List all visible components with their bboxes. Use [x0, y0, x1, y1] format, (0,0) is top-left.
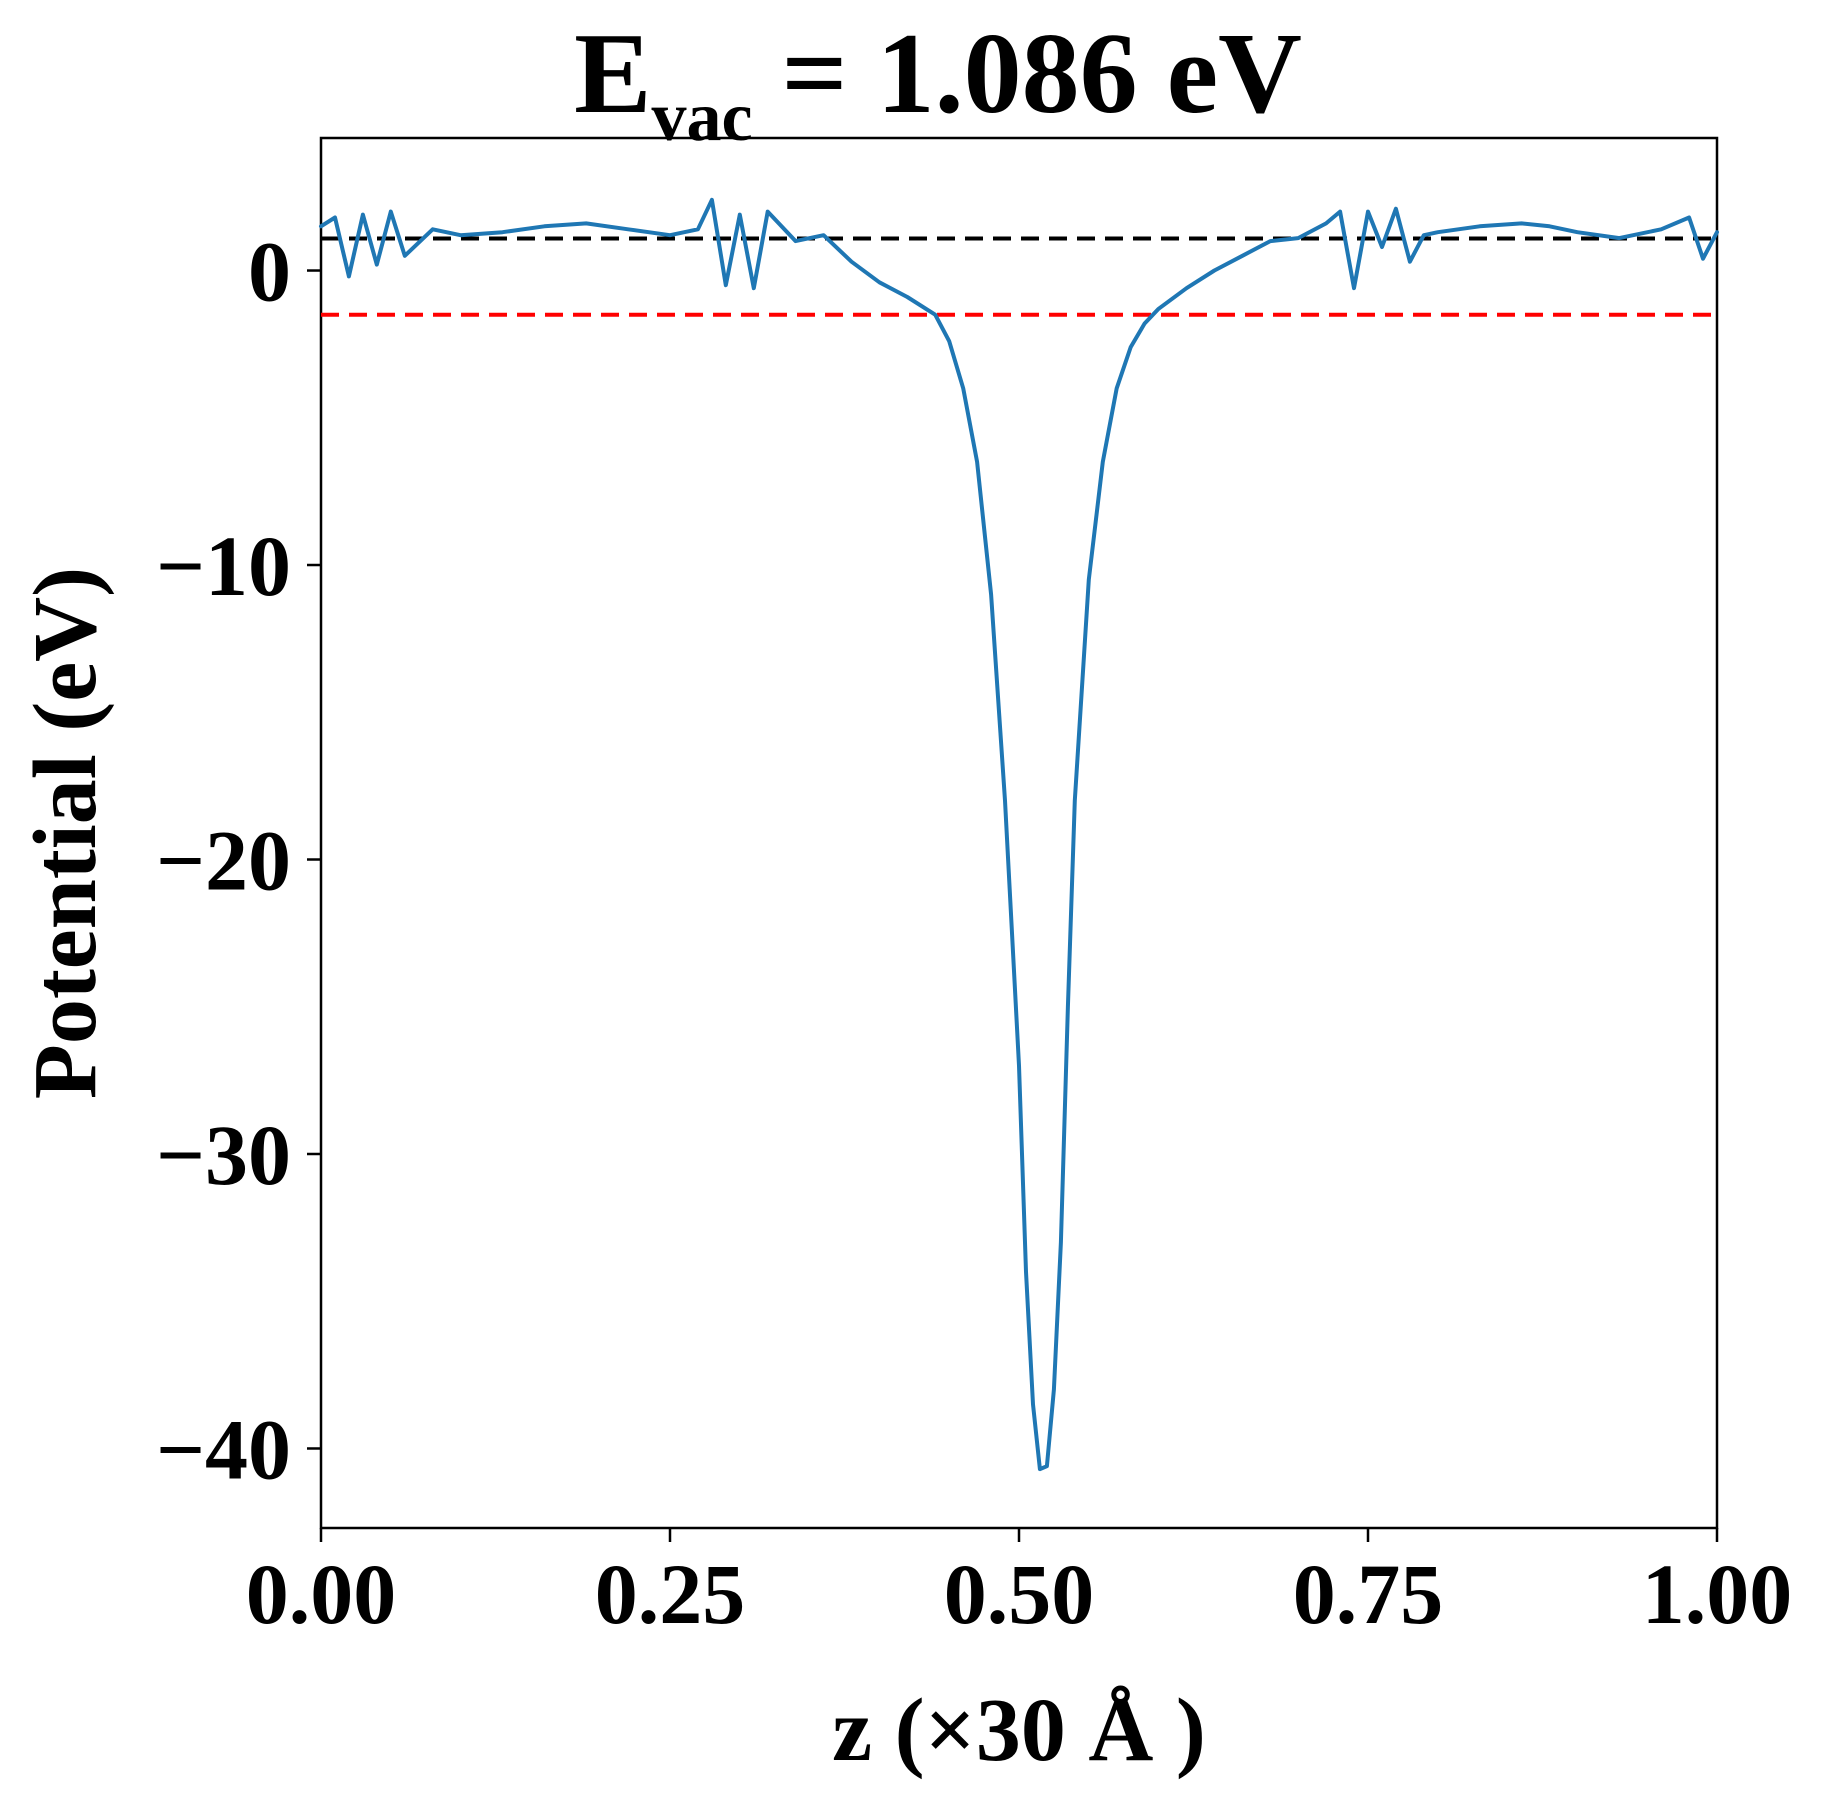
series-layer [319, 197, 1719, 1472]
chart-title: Evac = 1.086 eV [574, 10, 1302, 156]
y-tick-label-1: −10 [156, 518, 291, 614]
y-tick-label-3: −30 [156, 1107, 291, 1203]
y-tick-label-2: −20 [156, 813, 291, 909]
chart-title-main: E [574, 10, 651, 138]
reference-lines [321, 236, 1717, 317]
x-tick-label-3: 0.75 [1293, 1546, 1444, 1642]
x-tick-label-2: 0.50 [944, 1546, 1095, 1642]
plot-area: 0.00 0.25 0.50 0.75 1.00 0 −10 −20 −30 −40 [156, 136, 1793, 1642]
x-tick-label-1: 0.25 [595, 1546, 746, 1642]
chart-title-rest: = 1.086 eV [753, 10, 1302, 138]
x-ticks: 0.00 0.25 0.50 0.75 1.00 [246, 1528, 1793, 1642]
y-ticks: 0 −10 −20 −30 −40 [156, 224, 321, 1497]
y-axis-label: Potential (eV) [16, 567, 115, 1099]
y-tick-label-4: −40 [156, 1401, 291, 1497]
x-tick-label-4: 1.00 [1642, 1546, 1793, 1642]
y-tick-label-0: 0 [248, 224, 291, 320]
x-axis-label: z (×30 Å ) [832, 1681, 1206, 1780]
plot-frame [319, 136, 1719, 1530]
x-tick-label-0: 0.00 [246, 1546, 397, 1642]
series-line-0 [319, 197, 1719, 1472]
chart-title-subscript: vac [651, 79, 752, 156]
